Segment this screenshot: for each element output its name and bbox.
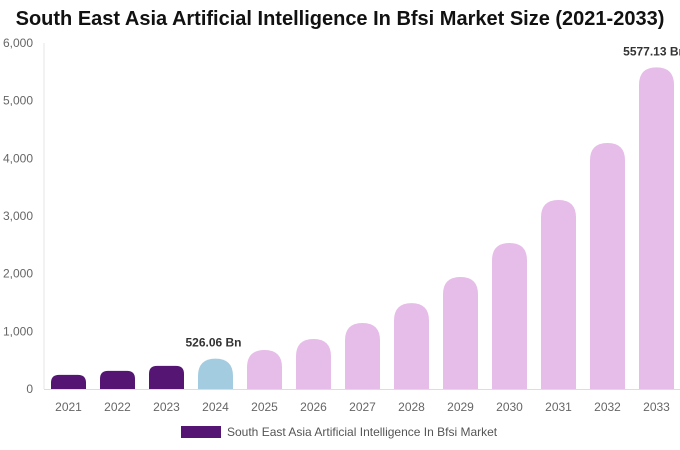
bar-2029 [443,277,478,389]
bar-2025 [247,350,282,389]
y-tick-label: 1,000 [3,324,33,338]
x-tick-label: 2022 [104,400,131,414]
bar-2023 [149,365,184,389]
y-tick-label: 6,000 [3,36,33,50]
x-tick-label: 2021 [55,400,82,414]
y-tick-label: 3,000 [3,209,33,223]
bar-2033 [639,67,674,390]
data-label: 526.06 Bn [185,336,241,350]
bar-2030 [492,242,527,389]
bar-2026 [296,339,331,389]
bar-2027 [345,322,380,389]
legend-swatch [181,426,221,438]
bar-2028 [394,303,429,389]
x-tick-label: 2033 [643,400,670,414]
x-tick-label: 2028 [398,400,425,414]
chart-title: South East Asia Artificial Intelligence … [15,8,665,30]
x-tick-label: 2024 [202,400,229,414]
bar-2032 [590,142,625,389]
x-tick-label: 2027 [349,400,376,414]
y-tick-label: 0 [26,382,33,396]
x-tick-label: 2031 [545,400,572,414]
y-tick-label: 5,000 [3,94,33,108]
legend-label: South East Asia Artificial Intelligence … [227,425,498,439]
bar-2031 [541,200,576,389]
x-tick-label: 2029 [447,400,474,414]
data-label: 5577.13 Bn [623,44,680,58]
x-tick-label: 2030 [496,400,523,414]
y-tick-label: 4,000 [3,151,33,165]
legend: South East Asia Artificial Intelligence … [181,425,497,439]
y-tick-label: 2,000 [3,267,33,281]
bar-2024 [198,358,233,389]
x-tick-label: 2025 [251,400,278,414]
bar-2021 [51,374,86,389]
x-tick-label: 2023 [153,400,180,414]
x-tick-label: 2032 [594,400,621,414]
x-tick-label: 2026 [300,400,327,414]
bar-2022 [100,370,135,389]
